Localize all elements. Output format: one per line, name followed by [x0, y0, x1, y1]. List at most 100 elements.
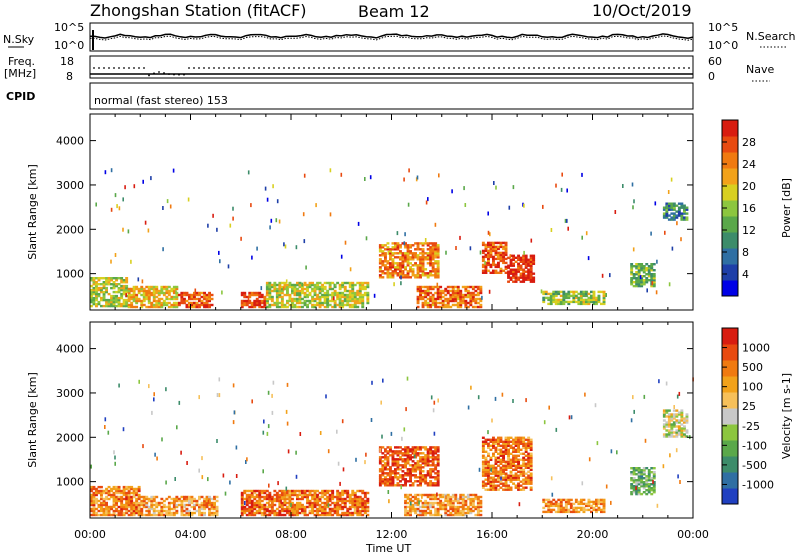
velocity-cell — [363, 491, 367, 495]
velocity-cell — [313, 497, 317, 501]
velocity-cell — [323, 493, 327, 497]
power-cell — [273, 301, 277, 305]
velocity-cell — [120, 491, 124, 495]
velocity-cell — [507, 460, 510, 463]
colorbar-swatch — [722, 344, 738, 361]
velocity-speck — [151, 410, 153, 415]
velocity-cell — [286, 507, 289, 511]
power-cell — [125, 300, 129, 304]
velocity-cell — [384, 468, 387, 471]
power-cell — [552, 296, 556, 300]
power-cell — [517, 276, 520, 279]
velocity-cell — [406, 495, 410, 499]
power-cell — [466, 285, 470, 289]
power-speck — [550, 228, 553, 232]
velocity-cell — [431, 470, 435, 473]
power-cell — [509, 278, 513, 281]
velocity-cell — [125, 511, 129, 515]
velocity-cell — [419, 476, 422, 479]
velocity-cell — [414, 493, 417, 497]
power-cell — [298, 305, 302, 309]
velocity-cell — [514, 474, 518, 477]
nave-dot — [448, 67, 450, 69]
power-cell — [436, 252, 440, 255]
power-cell — [637, 277, 641, 280]
velocity-cell — [431, 501, 435, 505]
power-cell — [328, 287, 332, 291]
velocity-cell — [416, 503, 420, 507]
power-cell — [497, 261, 500, 265]
velocity-cell — [416, 509, 420, 513]
power-cell — [142, 287, 146, 291]
power-cell — [421, 248, 425, 251]
power-cell — [431, 274, 435, 277]
power-cell — [489, 241, 493, 245]
power-cell — [597, 300, 601, 304]
velocity-cell — [278, 499, 282, 503]
velocity-cell — [492, 444, 495, 447]
velocity-cell — [107, 491, 111, 495]
power-cell — [406, 252, 410, 255]
power-cell — [346, 293, 350, 297]
power-cell — [157, 305, 161, 309]
power-cell — [361, 293, 365, 297]
power-cell — [351, 289, 355, 293]
power-cell — [484, 245, 488, 249]
velocity-cell — [675, 433, 679, 436]
velocity-cell — [313, 513, 317, 517]
velocity-cell — [162, 503, 166, 507]
power-cell — [559, 290, 563, 294]
velocity-speck — [229, 480, 231, 485]
velocity-cell — [434, 509, 438, 513]
velocity-cell — [404, 446, 407, 449]
power-cell — [105, 286, 108, 290]
power-cell — [414, 264, 417, 267]
power-cell — [685, 208, 689, 211]
velocity-cell — [200, 507, 204, 511]
velocity-cell — [381, 466, 385, 469]
power-cell — [670, 204, 674, 207]
velocity-cell — [444, 507, 448, 511]
power-cell — [130, 303, 134, 307]
power-cell — [147, 287, 151, 291]
power-cell — [459, 293, 463, 297]
velocity-cell — [662, 427, 666, 430]
velocity-cell — [90, 489, 93, 493]
velocity-cell — [441, 507, 445, 511]
power-cell — [172, 289, 176, 293]
velocity-cell — [670, 417, 674, 420]
velocity-speck — [118, 383, 120, 388]
power-cell — [396, 266, 400, 269]
velocity-cell — [647, 487, 651, 490]
power-cell — [461, 297, 465, 301]
velocity-cell — [316, 511, 319, 515]
power-cell — [296, 291, 299, 295]
power-speck — [162, 206, 164, 210]
velocity-cell — [391, 464, 395, 467]
power-cell — [165, 301, 169, 305]
power-cell — [512, 258, 515, 261]
power-cell — [265, 301, 269, 305]
velocity-cell — [135, 505, 139, 509]
velocity-cell — [155, 513, 159, 517]
velocity-cell — [426, 454, 430, 457]
nave-dot — [168, 73, 170, 76]
velocity-cell — [406, 493, 410, 497]
power-cell — [464, 303, 468, 307]
power-cell — [662, 208, 666, 211]
velocity-cell — [632, 471, 636, 474]
power-cell — [162, 291, 166, 295]
power-cell — [210, 297, 214, 301]
velocity-cell — [434, 482, 438, 485]
power-cell — [333, 305, 337, 309]
power-cell — [253, 305, 257, 309]
power-cell — [268, 281, 272, 285]
power-cell — [552, 298, 556, 302]
velocity-cell — [92, 497, 96, 501]
power-cell — [509, 268, 513, 271]
velocity-cell — [195, 499, 199, 503]
colorbar-tick-label: 500 — [742, 361, 763, 374]
velocity-cell — [476, 495, 480, 499]
velocity-speck — [543, 420, 546, 425]
